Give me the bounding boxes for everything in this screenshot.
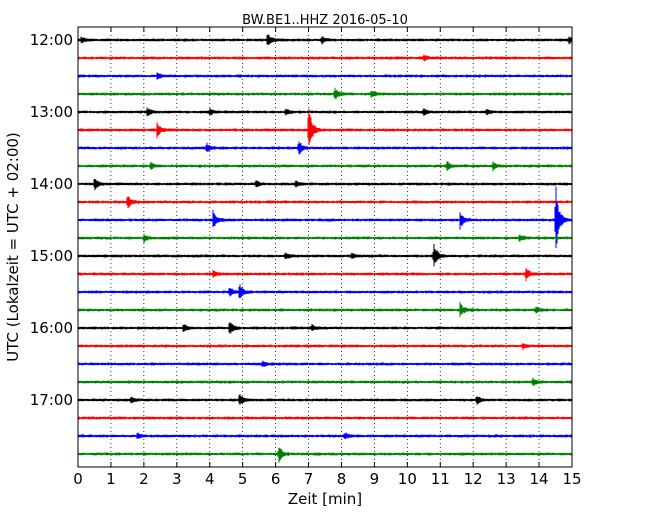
trace-group <box>77 34 573 463</box>
x-tick-label: 12 <box>464 470 483 488</box>
chart-title: BW.BE1..HHZ 2016-05-10 <box>242 13 408 28</box>
x-axis-label: Zeit [min] <box>288 490 362 508</box>
x-tick-label: 11 <box>431 470 450 488</box>
seismogram-trace <box>77 72 573 80</box>
seismogram-trace <box>77 447 573 463</box>
seismogram-trace <box>77 141 573 155</box>
x-tick-label: 5 <box>238 470 248 488</box>
y-tick-label: 15:00 <box>30 247 73 265</box>
seismogram-trace <box>77 243 573 267</box>
seismogram-trace <box>77 268 573 282</box>
x-tick-label: 14 <box>530 470 549 488</box>
x-axis: 0 1 2 3 4 5 6 7 8 9 10 11 12 13 14 15 <box>73 27 582 488</box>
x-tick-label: 9 <box>370 470 380 488</box>
seismogram-trace <box>77 233 573 243</box>
seismogram-trace <box>77 301 573 317</box>
seismogram-trace <box>77 108 573 146</box>
x-tick-label: 10 <box>398 470 417 488</box>
seismogram-trace <box>77 377 573 386</box>
x-tick-label: 1 <box>106 470 116 488</box>
x-tick-label: 4 <box>205 470 215 488</box>
seismogram-trace <box>77 416 573 420</box>
x-tick-label: 7 <box>304 470 314 488</box>
x-tick-label: 8 <box>337 470 347 488</box>
y-tick-label: 16:00 <box>30 319 73 337</box>
seismogram-trace <box>77 360 573 367</box>
seismogram-trace <box>77 54 573 62</box>
x-tick-label: 13 <box>497 470 516 488</box>
y-tick-label: 13:00 <box>30 103 73 121</box>
seismogram-trace <box>77 107 573 117</box>
x-tick-label: 2 <box>139 470 149 488</box>
x-tick-label: 3 <box>172 470 182 488</box>
seismogram-trace <box>77 196 573 209</box>
seismogram-trace <box>77 161 573 172</box>
plot-frame <box>77 26 573 468</box>
y-tick-label: 14:00 <box>30 175 73 193</box>
y-tick-label: 12:00 <box>30 31 73 49</box>
x-tick-label: 0 <box>73 470 83 488</box>
seismogram-trace <box>77 343 573 351</box>
y-tick-label: 17:00 <box>30 391 73 409</box>
x-tick-label: 6 <box>271 470 281 488</box>
x-tick-label: 15 <box>562 470 581 488</box>
y-axis-label: UTC (Lokalzeit = UTC + 02:00) <box>4 132 22 362</box>
seismogram-trace <box>77 34 573 45</box>
seismogram-trace <box>77 432 573 440</box>
seismogram-trace <box>77 394 573 405</box>
seismogram-trace <box>77 284 573 298</box>
y-axis: 12:00 13:00 14:00 15:00 16:00 17:00 <box>30 31 572 409</box>
seismogram-trace <box>77 87 573 100</box>
seismogram-trace <box>77 322 573 334</box>
seismogram-trace <box>77 178 573 191</box>
vertical-grid <box>110 27 540 467</box>
